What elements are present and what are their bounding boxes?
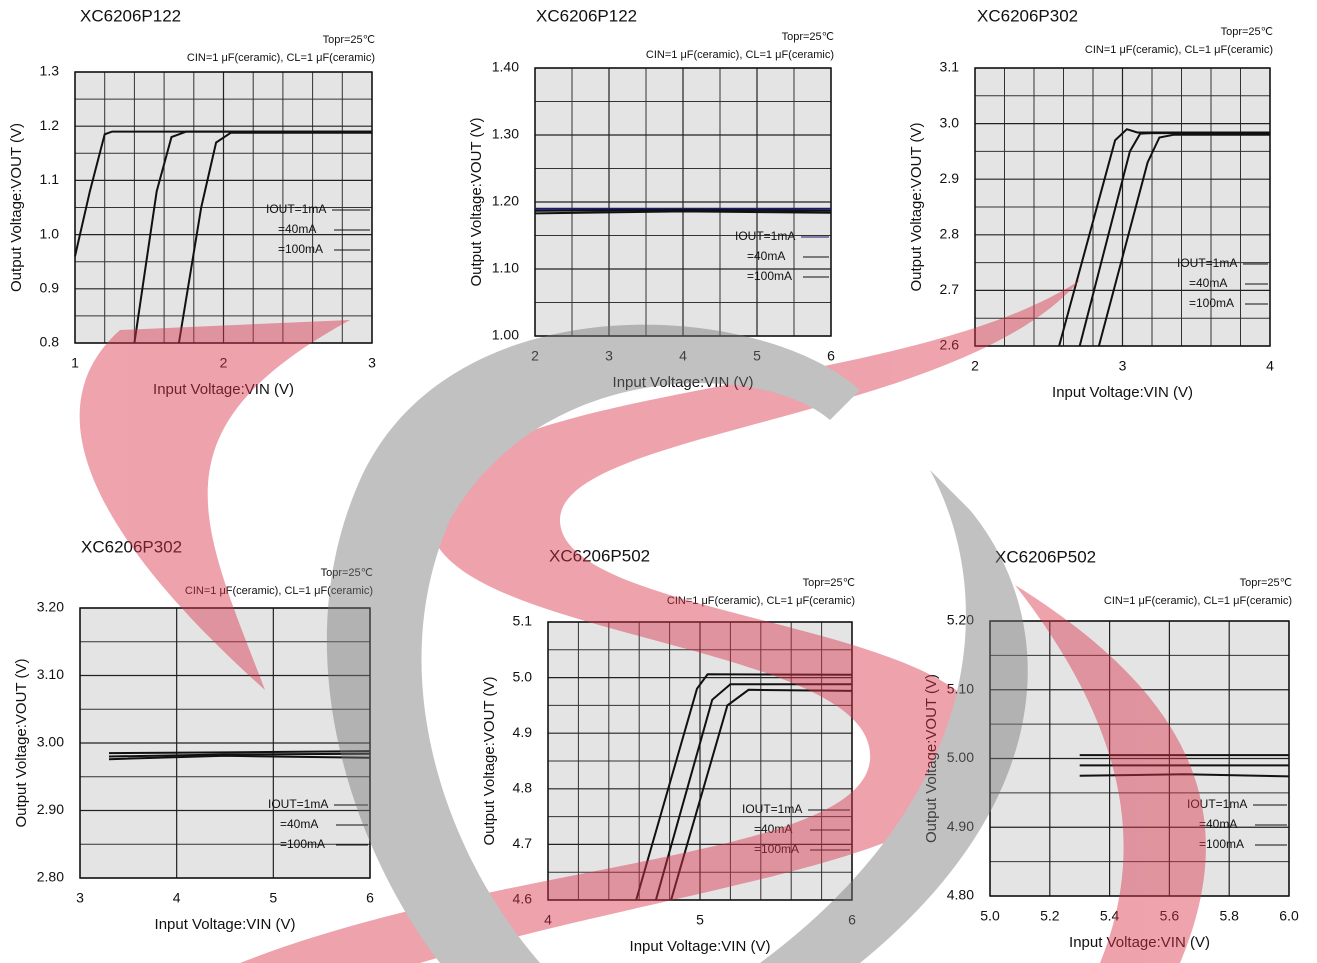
x-tick-label: 4 (1266, 358, 1274, 374)
y-tick-label: 5.0 (513, 668, 533, 684)
x-tick-label: 3 (368, 355, 376, 371)
x-tick-label: 5 (696, 912, 704, 928)
y-tick-label: 4.8 (513, 780, 533, 796)
x-tick-label: 5.2 (1040, 908, 1060, 924)
y-tick-label: 1.20 (492, 193, 519, 209)
y-tick-label: 3.1 (940, 59, 960, 75)
y-tick-label: 4.7 (513, 835, 533, 851)
y-tick-label: 4.80 (947, 887, 974, 903)
legend-label: IOUT=1mA (735, 229, 795, 243)
y-tick-label: 1.3 (40, 63, 60, 79)
y-axis-label: Output Voltage:VOUT (V) (908, 123, 925, 292)
chart-title: XC6206P122 (536, 6, 637, 25)
capacitor-note: CIN=1 μF(ceramic), CL=1 μF(ceramic) (1085, 44, 1273, 56)
x-axis-label: Input Voltage:VIN (V) (1052, 384, 1193, 401)
y-tick-label: 3.20 (37, 599, 64, 615)
condition: Topr=25℃ (803, 577, 855, 589)
y-tick-label: 1.2 (40, 117, 60, 133)
chart-title: XC6206P302 (977, 6, 1078, 25)
y-tick-label: 1.00 (492, 327, 519, 343)
x-tick-label: 6 (366, 890, 374, 906)
y-tick-label: 1.40 (492, 59, 519, 75)
legend-label: IOUT=1mA (1177, 256, 1237, 270)
legend-label: =40mA (1189, 276, 1227, 290)
x-tick-label: 2 (971, 358, 979, 374)
x-tick-label: 5.0 (980, 908, 1000, 924)
capacitor-note: CIN=1 μF(ceramic), CL=1 μF(ceramic) (646, 49, 834, 61)
condition: Topr=25℃ (1221, 26, 1273, 38)
y-tick-label: 5.1 (513, 613, 533, 629)
condition: Topr=25℃ (323, 34, 375, 46)
y-tick-label: 2.8 (940, 226, 960, 242)
legend-label: =100mA (278, 242, 323, 256)
legend-label: =100mA (1189, 296, 1234, 310)
y-tick-label: 4.9 (513, 724, 533, 740)
y-tick-label: 3.00 (37, 734, 64, 750)
y-tick-label: 3.0 (940, 114, 960, 130)
legend-label: =100mA (747, 269, 792, 283)
page: 1 2 3 0.8 0.9 1.0 1.1 1.2 1.3 IOUT=1mA =40mA =100mA… (0, 0, 1317, 963)
x-tick-label: 5 (269, 890, 277, 906)
x-tick-label: 6 (827, 348, 835, 364)
legend-label: =40mA (280, 817, 318, 831)
y-tick-label: 2.9 (940, 170, 960, 186)
y-axis-label: Output Voltage:VOUT (V) (468, 118, 485, 287)
y-tick-label: 1.10 (492, 260, 519, 276)
y-tick-label: 2.90 (37, 801, 64, 817)
x-tick-label: 3 (1119, 358, 1127, 374)
y-tick-label: 3.10 (37, 666, 64, 682)
condition: Topr=25℃ (1240, 577, 1292, 589)
legend-label: =40mA (278, 222, 316, 236)
y-tick-label: 1.30 (492, 126, 519, 142)
legend-label: =100mA (280, 837, 325, 851)
y-tick-label: 2.7 (940, 281, 960, 297)
x-axis-label: Input Voltage:VIN (V) (630, 938, 771, 955)
x-tick-label: 1 (71, 355, 79, 371)
capacitor-note: CIN=1 μF(ceramic), CL=1 μF(ceramic) (187, 52, 375, 64)
chart-title: XC6206P502 (995, 547, 1096, 566)
x-axis-label: Input Voltage:VIN (V) (155, 916, 296, 933)
capacitor-note: CIN=1 μF(ceramic), CL=1 μF(ceramic) (1104, 595, 1292, 607)
x-tick-label: 4 (173, 890, 181, 906)
legend-label: IOUT=1mA (742, 802, 802, 816)
y-tick-label: 0.8 (40, 334, 60, 350)
y-tick-label: 0.9 (40, 280, 60, 296)
legend-label: IOUT=1mA (266, 202, 326, 216)
x-tick-label: 3 (76, 890, 84, 906)
y-tick-label: 1.1 (40, 171, 60, 187)
y-axis-label: Output Voltage:VOUT (V) (8, 123, 25, 292)
y-tick-label: 2.80 (37, 869, 64, 885)
x-tick-label: 6.0 (1279, 908, 1299, 924)
legend-label: IOUT=1mA (268, 797, 328, 811)
y-axis-label: Output Voltage:VOUT (V) (13, 659, 30, 828)
legend-label: =40mA (747, 249, 785, 263)
condition: Topr=25℃ (782, 31, 834, 43)
y-axis-label: Output Voltage:VOUT (V) (481, 677, 498, 846)
x-tick-label: 5.8 (1219, 908, 1239, 924)
y-tick-label: 1.0 (40, 225, 60, 241)
chart-title: XC6206P122 (80, 6, 181, 25)
